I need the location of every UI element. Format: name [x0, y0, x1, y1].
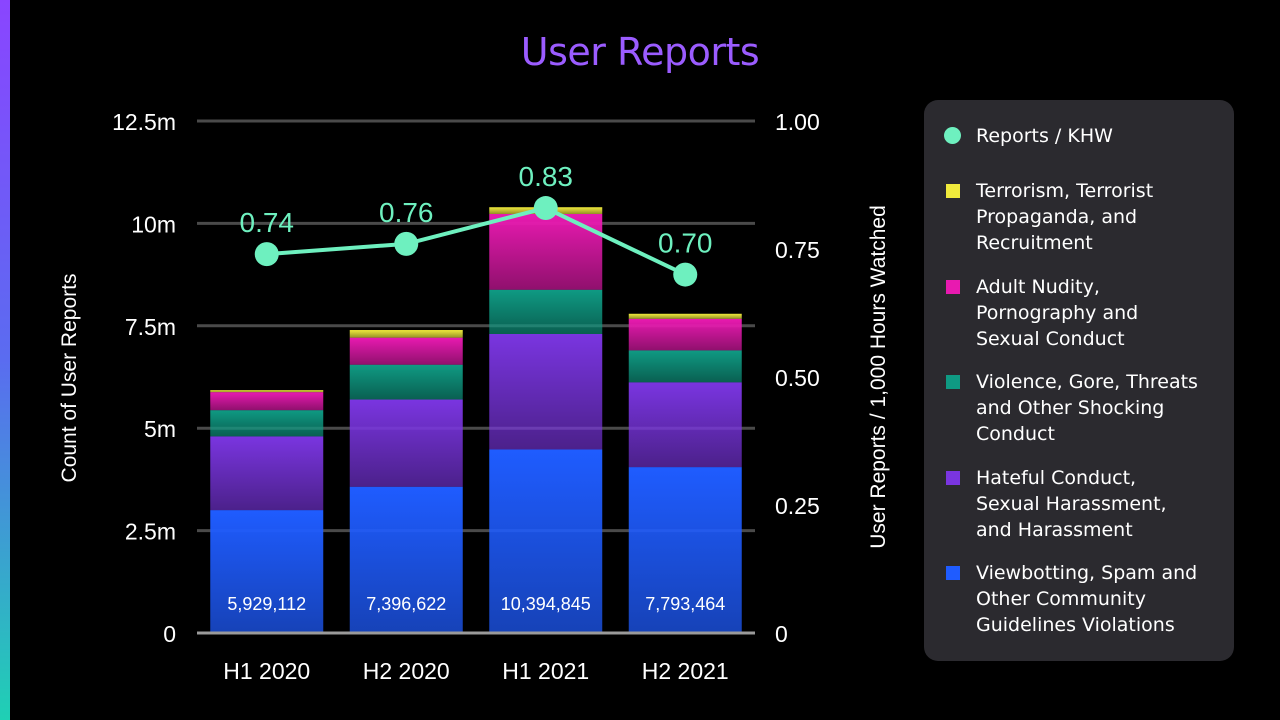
reports-khw-value-label: 0.76 — [379, 197, 434, 228]
reports-khw-point — [254, 242, 279, 267]
x-tick-label: H2 2020 — [363, 658, 450, 684]
bar-segment — [628, 318, 742, 351]
legend-square-marker — [946, 566, 960, 580]
bar-segment — [489, 289, 603, 334]
bar-segment — [349, 330, 463, 338]
bar-total-label: 10,394,845 — [501, 594, 591, 614]
bar-segment — [628, 313, 742, 319]
y-tick-label: 7.5m — [125, 314, 176, 340]
reports-khw-point — [394, 231, 419, 256]
y2-axis-title: User Reports / 1,000 Hours Watched — [867, 205, 890, 549]
bar-segment — [210, 392, 324, 411]
legend-square-marker — [946, 280, 960, 294]
chart-title: User Reports — [520, 30, 760, 74]
bar-segment — [210, 510, 324, 633]
y2-tick-label: 0.50 — [775, 365, 820, 391]
reports-khw-line — [266, 205, 687, 277]
legend-label: Viewbotting, Spam and Other Community Gu… — [976, 562, 1198, 636]
legend-label: Reports / KHW — [976, 125, 1113, 147]
bar-segment — [210, 410, 324, 437]
bar-segment — [628, 467, 742, 633]
bar-segment — [349, 337, 463, 365]
reports-khw-value-label: 0.83 — [519, 161, 574, 192]
bar-segment — [349, 364, 463, 400]
y-tick-label: 2.5m — [125, 519, 176, 545]
legend-square-marker — [946, 184, 960, 198]
y-tick-label: 10m — [131, 211, 176, 237]
reports-khw-point — [673, 262, 698, 287]
bar-total-label: 5,929,112 — [227, 594, 306, 614]
bar-total-label: 7,793,464 — [645, 594, 725, 614]
legend-label: Hateful Conduct, Sexual Harassment, and … — [976, 467, 1167, 541]
bar-segment — [489, 333, 603, 450]
bar-segment — [210, 390, 324, 393]
legend-circle-marker — [944, 127, 961, 144]
bar-segment — [210, 436, 324, 511]
y2-tick-label: 0.25 — [775, 493, 820, 519]
bar-segment — [349, 399, 463, 487]
x-tick-label: H1 2020 — [223, 658, 310, 684]
y-tick-label: 0 — [163, 621, 176, 647]
accent-strip — [0, 0, 10, 720]
x-tick-label: H2 2021 — [642, 658, 729, 684]
legend-square-marker — [946, 471, 960, 485]
y-tick-label: 12.5m — [112, 109, 176, 135]
legend-label: Terrorism, Terrorist Propaganda, and Rec… — [976, 180, 1154, 254]
legend-label: Adult Nudity, Pornography and Sexual Con… — [976, 276, 1139, 350]
legend-label: Violence, Gore, Threats and Other Shocki… — [976, 371, 1198, 445]
reports-khw-value-label: 0.74 — [240, 207, 295, 238]
y-axis-title: Count of User Reports — [58, 274, 81, 483]
bar-segment — [489, 449, 603, 633]
reports-khw-value-label: 0.70 — [658, 228, 713, 259]
bar-segment — [628, 350, 742, 383]
bar-segment — [628, 382, 742, 468]
legend-panel: Reports / KHW Terrorism, Terrorist Propa… — [924, 100, 1234, 661]
bar-segment — [349, 486, 463, 633]
y2-tick-label: 1.00 — [775, 109, 820, 135]
y2-tick-label: 0.75 — [775, 237, 820, 263]
bar-total-label: 7,396,622 — [366, 594, 446, 614]
y2-tick-label: 0 — [775, 621, 788, 647]
reports-khw-point — [533, 196, 558, 221]
legend-square-marker — [946, 375, 960, 389]
x-tick-label: H1 2021 — [502, 658, 589, 684]
y-tick-label: 5m — [144, 416, 176, 442]
